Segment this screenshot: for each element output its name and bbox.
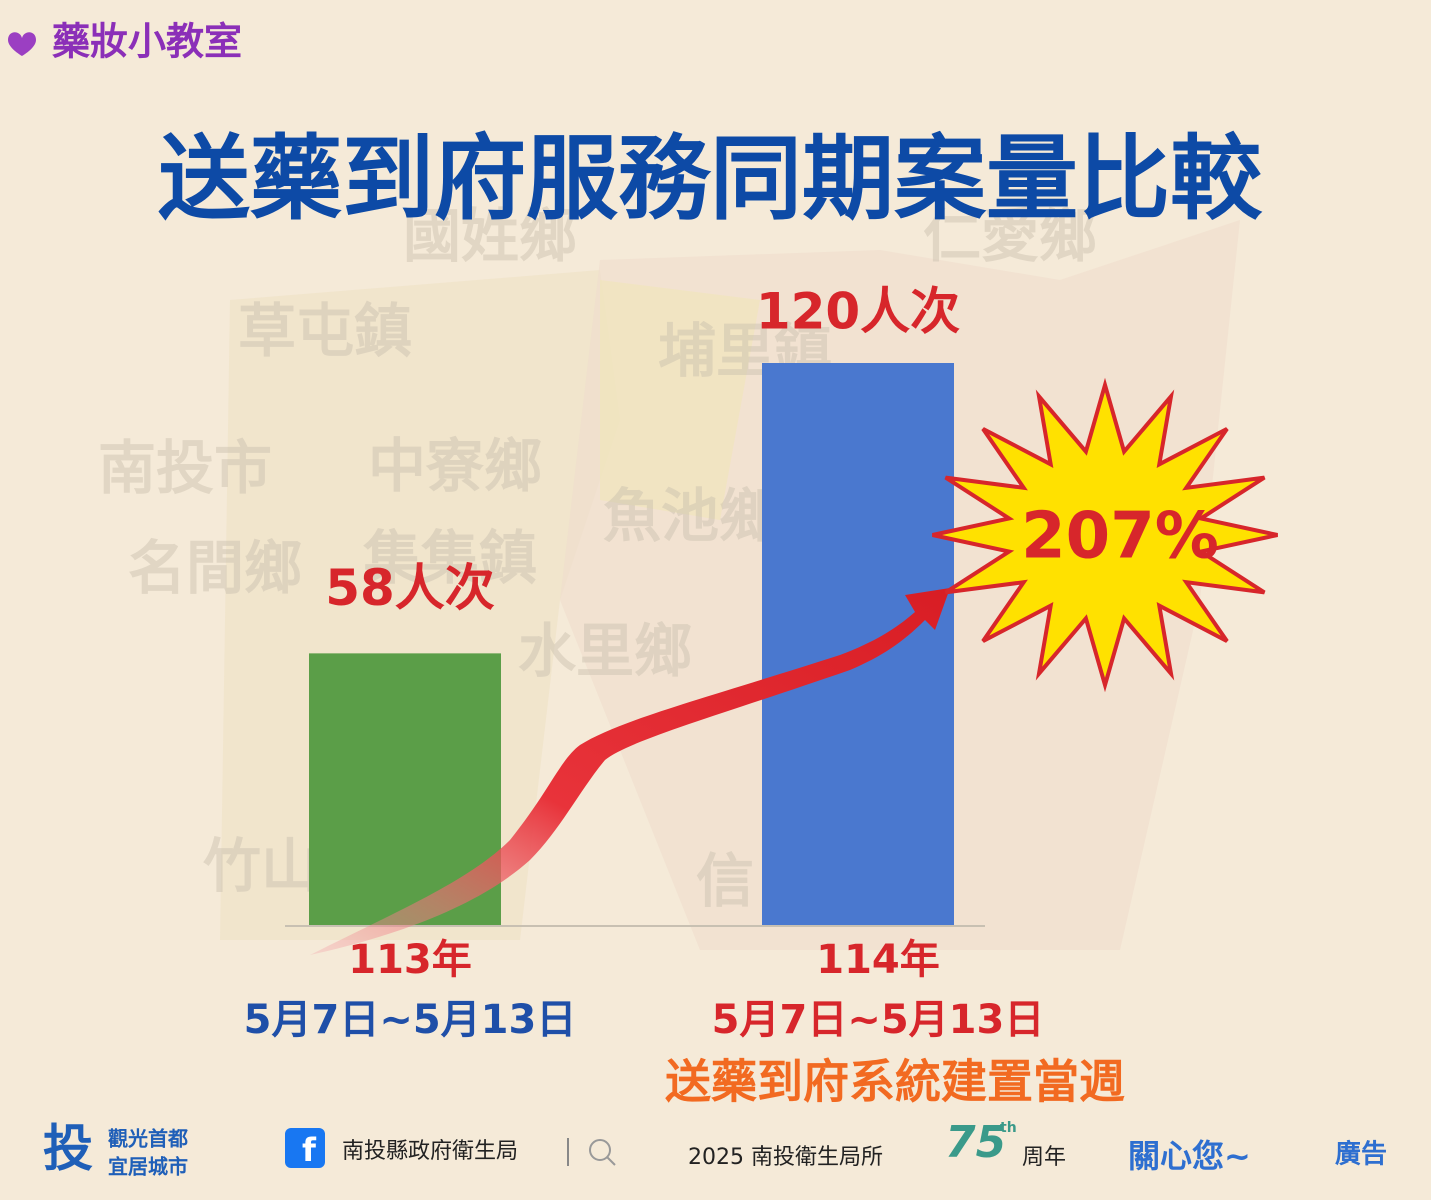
- annotation: 送藥到府系統建置當週: [665, 1055, 1125, 1109]
- map-label: 仁愛鄉: [923, 202, 1097, 270]
- trend-arrow: [310, 588, 950, 955]
- header: 藥妝小教室: [52, 20, 242, 64]
- anniversary-suffix: 周年: [1022, 1145, 1066, 1170]
- value-label: 120人次: [756, 283, 960, 341]
- slogan: 宜居城市: [108, 1155, 188, 1179]
- category-label: 113年: [348, 937, 472, 983]
- category-label: 114年: [816, 937, 940, 983]
- map-label: 中寮鄉: [368, 432, 542, 500]
- logo-suffix: th: [1000, 1120, 1017, 1136]
- map-label: 名間鄉: [128, 534, 302, 602]
- slogan: 觀光首都: [108, 1127, 188, 1151]
- value-label: 58人次: [325, 559, 495, 617]
- growth-label: 207%: [1021, 500, 1219, 574]
- heart-icon: [8, 32, 36, 56]
- map-label: 信: [696, 847, 754, 915]
- date-range: 5月7日~5月13日: [712, 997, 1045, 1043]
- page-name: 南投縣政府衛生局: [342, 1139, 518, 1164]
- search-icon: [589, 1139, 611, 1161]
- bar: [762, 363, 954, 925]
- fb-icon: [285, 1128, 325, 1168]
- map-label: 草屯鎮: [238, 297, 412, 365]
- anniversary: 2025 南投衛生局所: [688, 1145, 883, 1170]
- logo-number: 75: [945, 1117, 1006, 1168]
- map-label: 魚池鄉: [603, 482, 777, 550]
- greeting: 關心您~: [1128, 1137, 1251, 1175]
- search-icon: [606, 1156, 616, 1166]
- badge: 投: [43, 1120, 93, 1178]
- map-label: 水里鄉: [518, 617, 692, 685]
- chart-title: 送藥到府服務同期案量比較: [158, 125, 1263, 232]
- fb-glyph: f: [302, 1131, 317, 1169]
- footer: 投 觀光首都 宜居城市 f 南投縣政府衛生局 2025 南投衛生局所 75 th…: [43, 1117, 1387, 1179]
- starburst: [932, 377, 1278, 693]
- date-range: 5月7日~5月13日: [244, 997, 577, 1043]
- ad: 廣告: [1335, 1140, 1387, 1170]
- map-label: 國姓鄉: [403, 202, 577, 270]
- map-label: 集集鎮: [362, 524, 537, 592]
- map-label: 南投市: [98, 434, 272, 502]
